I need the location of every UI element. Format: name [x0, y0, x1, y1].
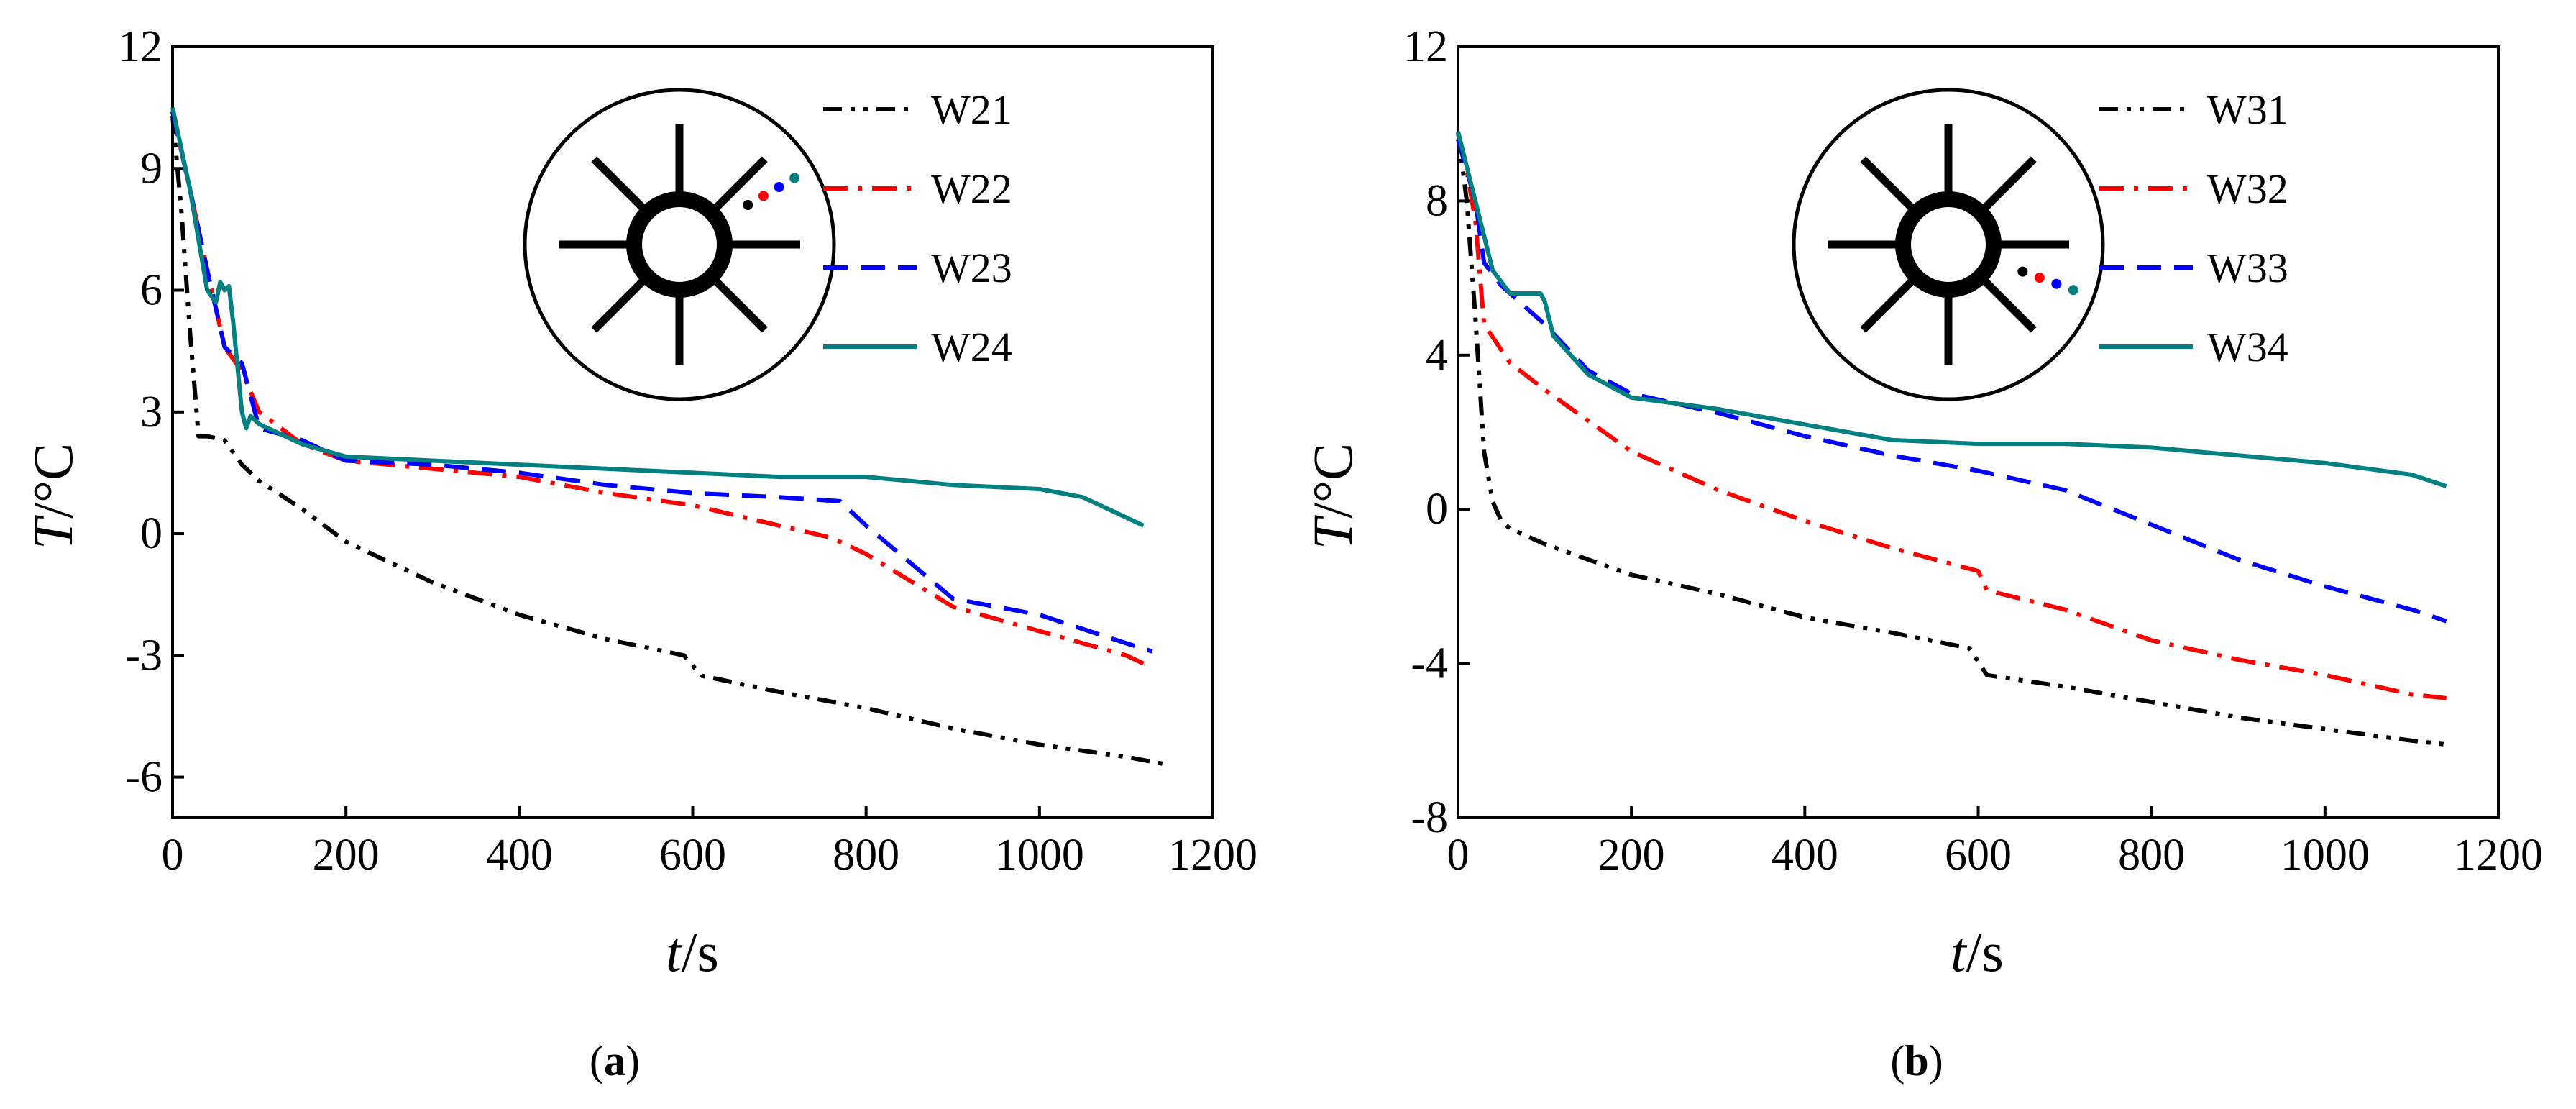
- x-tick-label: 200: [313, 831, 380, 880]
- x-axis-label-a: t/s: [666, 921, 719, 983]
- y-tick-label: 12: [1403, 22, 1448, 71]
- y-tick-label: 6: [140, 266, 162, 315]
- series-line-w21: [170, 115, 1170, 767]
- inset-measure-point-w32: [2034, 273, 2045, 283]
- legend-label-w22: W22: [931, 165, 1012, 212]
- legend-a: W21 W22 W23 W24: [823, 86, 1012, 370]
- legend-label-w24: W24: [931, 324, 1012, 370]
- x-tick-label: 800: [833, 831, 899, 880]
- x-tick-label: 1200: [1168, 831, 1257, 880]
- x-tick-label: 800: [2118, 831, 2185, 880]
- y-axis-label-a: T/°C: [22, 443, 84, 549]
- series-line-w32: [1456, 138, 2447, 700]
- inset-center-pipe: [1895, 191, 2002, 298]
- x-tick-label: 200: [1598, 831, 1665, 880]
- series-line-w24: [170, 106, 1145, 528]
- inset-measure-point-w24: [789, 173, 800, 183]
- inset-measure-point-w22: [758, 191, 769, 201]
- x-tick-label: 400: [1771, 831, 1838, 880]
- y-tick-label: 9: [140, 144, 162, 193]
- y-ticks-a: -6 -3 0 3 6 9 12: [118, 22, 184, 802]
- inset-measure-point-w23: [774, 182, 784, 192]
- x-tick-label: 1000: [995, 831, 1084, 880]
- y-tick-label: -6: [125, 753, 162, 802]
- y-tick-label: 3: [140, 388, 162, 437]
- legend-label-w23: W23: [931, 245, 1012, 291]
- legend-label-w34: W34: [2207, 324, 2288, 370]
- x-tick-label: 400: [486, 831, 553, 880]
- y-tick-label: 12: [118, 22, 162, 71]
- legend-label-w32: W32: [2207, 165, 2288, 212]
- legend-label-w21: W21: [931, 86, 1012, 133]
- series-line-w33: [1456, 138, 2447, 624]
- inset-measure-point-w31: [2017, 266, 2028, 277]
- y-tick-label: -8: [1411, 793, 1448, 842]
- legend-label-w31: W31: [2207, 86, 2288, 133]
- y-tick-label: 4: [1426, 331, 1448, 380]
- series-line-w22: [170, 111, 1153, 670]
- inset-measure-point-w33: [2051, 278, 2062, 289]
- legend-label-w33: W33: [2207, 245, 2288, 291]
- x-tick-label: 600: [659, 831, 726, 880]
- x-tick-label: 1000: [2281, 831, 2370, 880]
- y-tick-label: 0: [1426, 485, 1448, 534]
- series-lines-b: [1456, 131, 2447, 747]
- series-line-w34: [1456, 131, 2447, 488]
- x-ticks-a: 0 200 400 600 800 1000 1200: [162, 806, 1257, 880]
- x-axis-label-b: t/s: [1951, 921, 2004, 983]
- legend-b: W31 W32 W33 W34: [2099, 86, 2288, 370]
- x-tick-label: 0: [1447, 831, 1470, 880]
- y-tick-label: -3: [125, 631, 162, 680]
- x-tick-label: 1200: [2454, 831, 2543, 880]
- y-tick-label: -4: [1411, 639, 1448, 688]
- inset-measure-point-w34: [2068, 285, 2078, 296]
- x-ticks-b: 0 200 400 600 800 1000 1200: [1447, 806, 2543, 880]
- y-ticks-b: -8 -4 0 4 8 12: [1403, 22, 1470, 842]
- x-tick-label: 0: [162, 831, 184, 880]
- panel-caption-b: (b): [1890, 1037, 1943, 1085]
- inset-diagram-b: [1792, 88, 2105, 401]
- y-axis-label-b: T/°C: [1301, 443, 1364, 549]
- y-tick-label: 8: [1426, 176, 1448, 225]
- inset-measure-point-w21: [743, 200, 753, 210]
- series-line-w23: [170, 111, 1153, 654]
- series-lines-a: [170, 106, 1170, 767]
- inset-center-pipe: [626, 191, 733, 298]
- y-tick-label: 0: [140, 509, 162, 558]
- x-tick-label: 600: [1945, 831, 2012, 880]
- panel-caption-a: (a): [590, 1037, 640, 1085]
- inset-diagram-a: [523, 88, 836, 401]
